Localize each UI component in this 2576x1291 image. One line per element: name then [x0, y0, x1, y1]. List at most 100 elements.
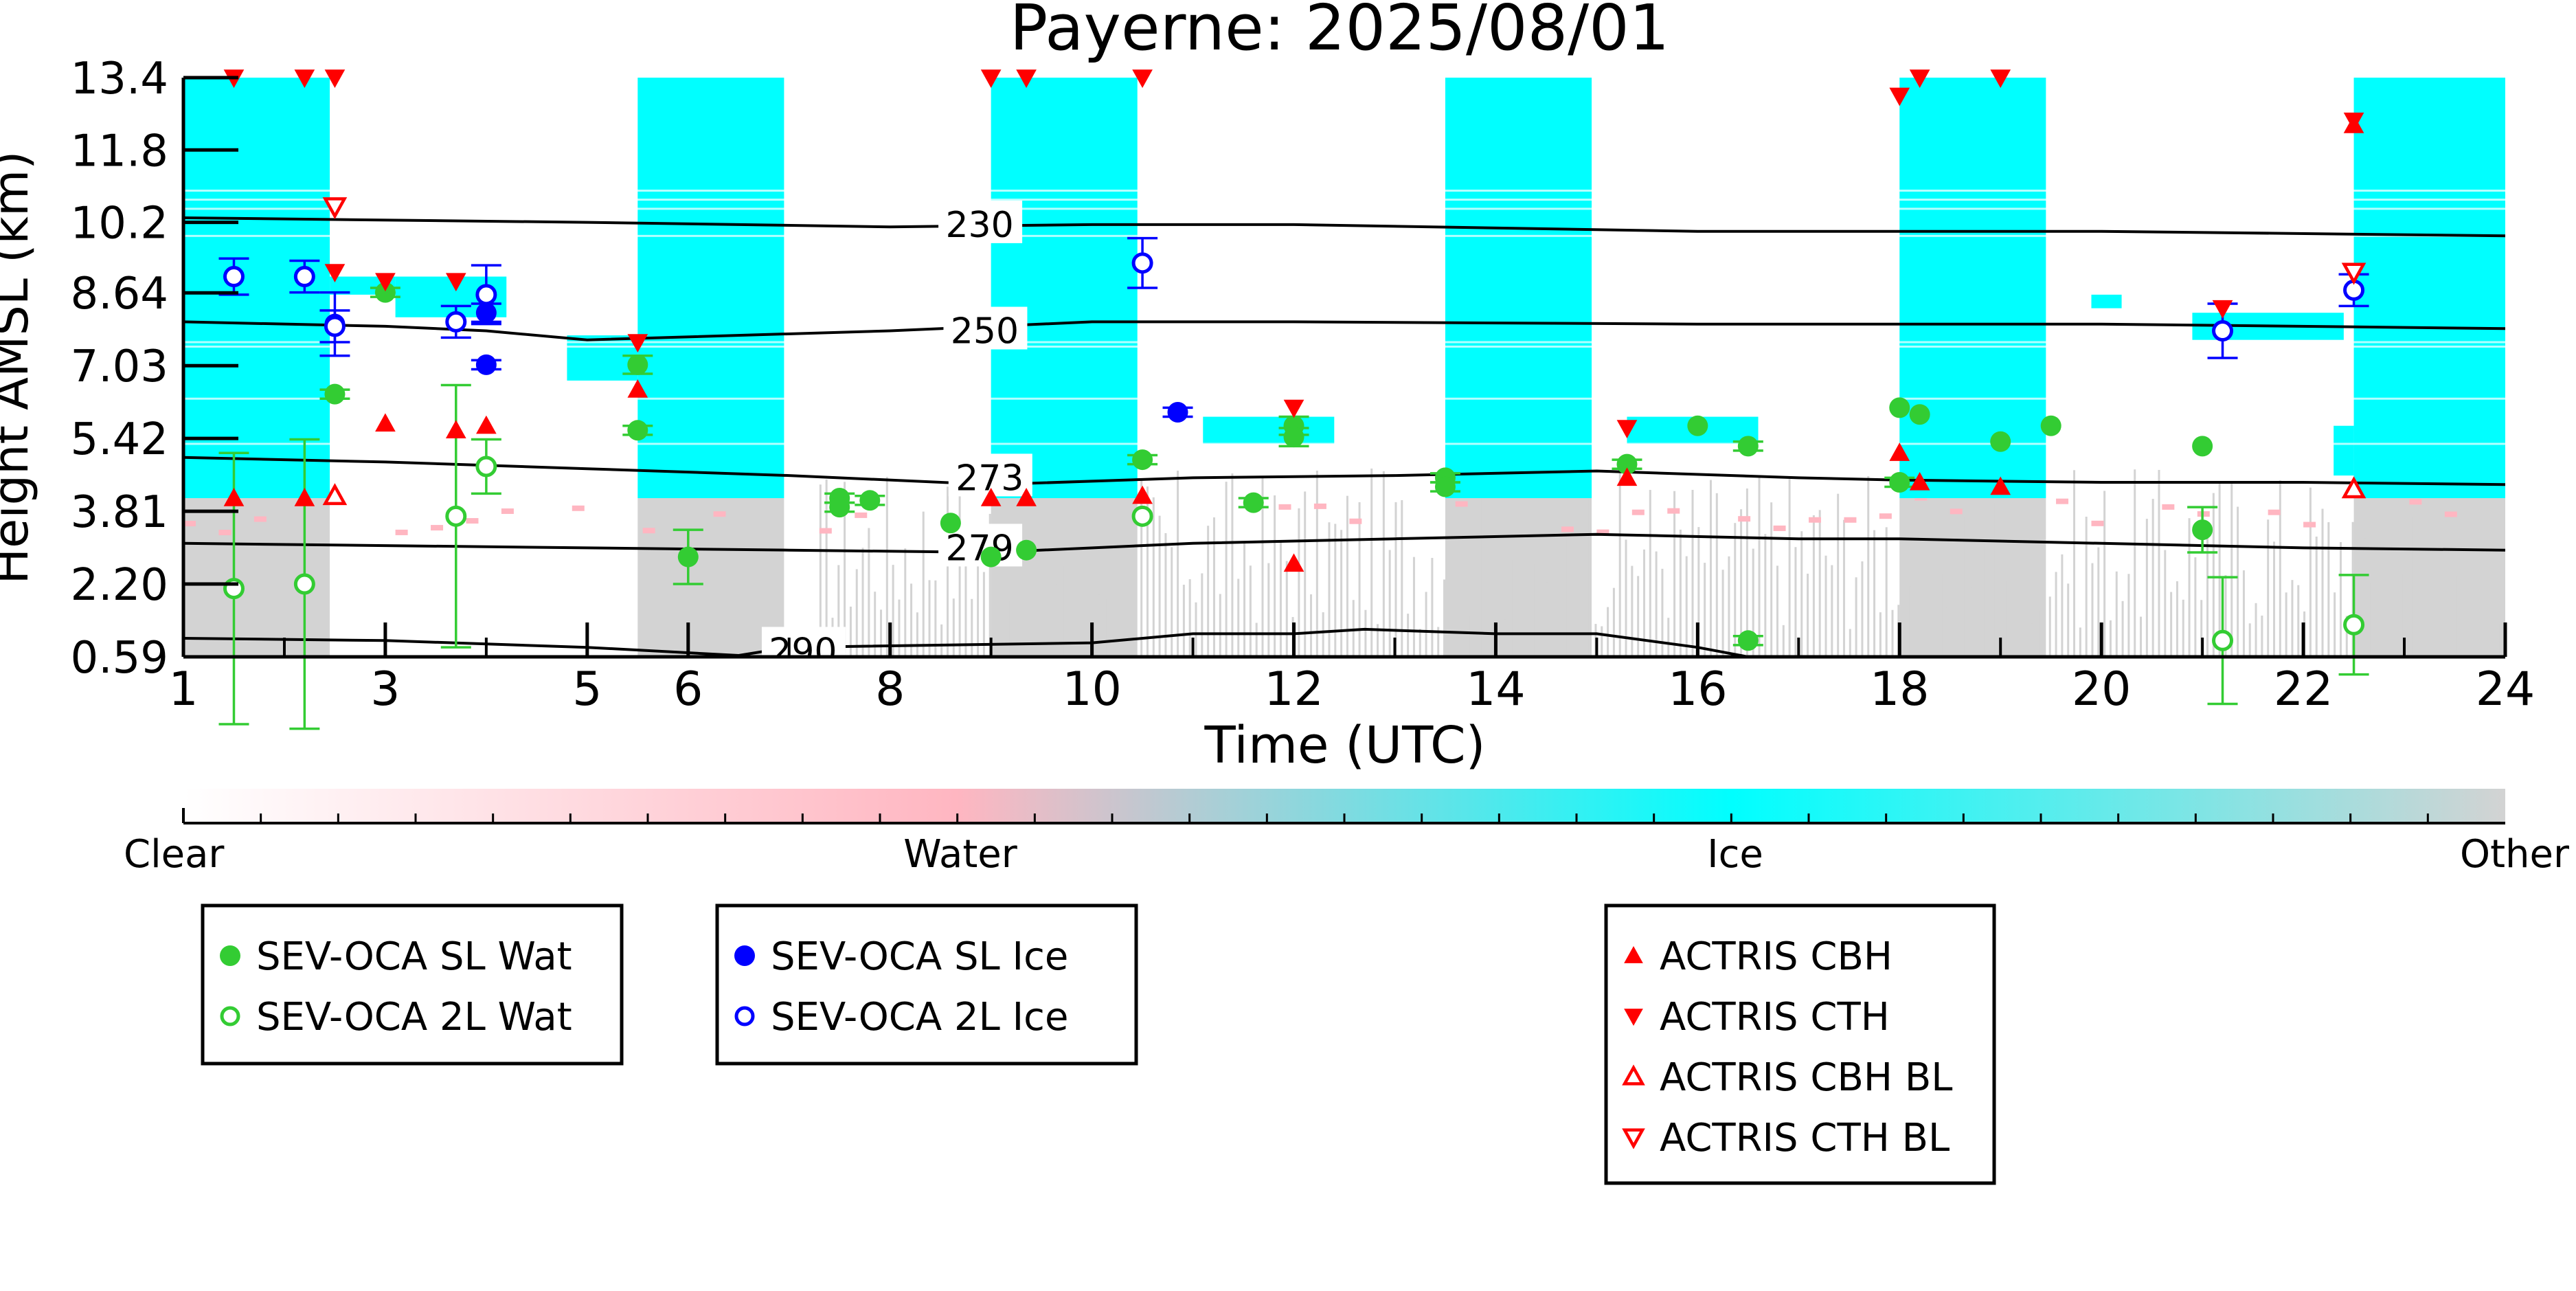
legend-box-3: ACTRIS CBH ACTRIS CTH ACTRIS CBH BL ACTRIS …	[1604, 903, 1996, 1185]
other-phase-strip	[1164, 533, 1167, 657]
other-phase-strip	[1570, 594, 1573, 657]
other-phase-strip	[1346, 495, 1348, 657]
other-phase-strip	[1498, 572, 1500, 657]
x-tick-label: 12	[1264, 662, 1324, 717]
water-phase-patch	[855, 512, 868, 518]
other-phase-strip	[1540, 517, 1543, 657]
data-point	[1167, 401, 1188, 423]
other-phase-strip	[1037, 526, 1040, 657]
y-tick-label: 3.81	[71, 487, 169, 538]
other-phase-strip	[1352, 600, 1355, 657]
other-phase-strip	[1328, 522, 1331, 657]
other-phase-strip	[2055, 572, 2057, 657]
data-point	[476, 415, 497, 434]
other-phase-strip	[1340, 530, 1343, 657]
other-phase-strip	[1770, 502, 1773, 657]
other-phase-strip	[2339, 542, 2342, 657]
other-phase-strip	[2291, 580, 2294, 657]
other-phase-strip	[1249, 565, 1252, 657]
y-tick-label: 7.03	[71, 341, 169, 392]
other-phase-strip	[2454, 576, 2457, 657]
other-phase-strip	[2176, 581, 2178, 657]
other-phase-strip	[1528, 514, 1530, 657]
other-phase-region	[637, 498, 784, 657]
other-phase-strip	[1370, 468, 1373, 657]
data-point	[940, 513, 961, 534]
water-phase-patch	[2409, 499, 2422, 505]
water-phase-patch	[183, 521, 196, 527]
other-phase-strip	[1601, 626, 1603, 657]
other-phase-strip	[2007, 581, 2009, 657]
other-phase-strip	[2478, 564, 2481, 657]
other-phase-strip	[1625, 539, 1627, 657]
other-phase-strip	[1546, 582, 1548, 657]
other-phase-strip	[1267, 563, 1270, 657]
data-point	[322, 197, 348, 220]
other-phase-region	[1445, 498, 1592, 657]
data-point	[324, 383, 346, 405]
x-tick-label: 22	[2274, 662, 2334, 717]
other-phase-strip	[1382, 471, 1385, 657]
legend: SEV-OCA SL Wat SEV-OCA 2L Wat SEV-OCA SL I…	[201, 903, 1996, 1185]
other-phase-strip	[1552, 486, 1555, 657]
axes: 1 3 5 6 8 10 12 14 16 18 20 22 24 0.59 2.20 3.81 5.42 7.0…	[71, 54, 2535, 717]
data-point	[2212, 629, 2234, 651]
data-point	[980, 546, 1002, 568]
other-phase-strip	[2382, 546, 2384, 657]
ice-phase-region	[637, 78, 784, 499]
other-phase-strip	[1607, 607, 1609, 657]
water-phase-patch	[1631, 509, 1645, 515]
series-actris-cbh-bl	[322, 476, 2366, 506]
series-sev-oca-2l-ice	[218, 236, 2369, 359]
other-phase-strip	[2285, 592, 2287, 657]
ice-phase-region	[2334, 425, 2354, 476]
isotherm-label-bg	[761, 627, 846, 657]
x-tick-label: 16	[1668, 662, 1728, 717]
other-phase-strip	[2067, 583, 2070, 657]
other-phase-strip	[1994, 502, 1997, 657]
other-phase-strip	[1818, 510, 1821, 657]
x-tick-label: 14	[1466, 662, 1526, 717]
other-phase-strip	[2218, 483, 2221, 657]
data-point	[1889, 471, 1910, 493]
other-phase-strip	[1564, 533, 1567, 657]
ice-phase-region	[2353, 78, 2505, 499]
other-phase-strip	[904, 548, 907, 657]
y-tick-label: 5.42	[71, 414, 169, 465]
data-point	[980, 487, 1002, 506]
legend-label: ACTRIS CBH BL	[1660, 1055, 1952, 1100]
water-phase-patch	[2162, 504, 2175, 510]
isotherm-label: 250	[951, 311, 1019, 352]
data-point	[2212, 300, 2233, 319]
x-tick-label: 1	[168, 662, 198, 717]
other-phase-strip	[2273, 541, 2275, 657]
legend-frame	[715, 903, 1138, 1066]
water-phase-patch	[1773, 525, 1786, 531]
other-phase-strip	[1019, 622, 1021, 657]
water-phase-patch	[253, 516, 267, 522]
other-phase-strip	[1455, 589, 1458, 657]
other-phase-strip	[1140, 480, 1143, 657]
other-phase-strip	[1849, 629, 1851, 657]
other-phase-strip	[819, 484, 822, 657]
data-point	[1283, 399, 1304, 418]
other-phase-strip	[2140, 616, 2143, 657]
other-phase-strip	[844, 482, 846, 657]
data-point	[677, 546, 699, 568]
other-phase-strip	[1510, 559, 1513, 657]
data-point	[322, 483, 348, 506]
other-phase-strip	[2194, 557, 2197, 657]
other-phase-strip	[1116, 616, 1118, 657]
data-point	[1737, 436, 1759, 457]
data-point	[1016, 487, 1037, 506]
x-tick-label: 20	[2072, 662, 2132, 717]
water-phase-patch	[2303, 521, 2316, 528]
y-tick-label: 2.20	[71, 560, 169, 611]
other-phase-strip	[1055, 584, 1058, 657]
other-phase-strip	[2018, 491, 2021, 657]
data-point	[980, 69, 1002, 89]
other-phase-strip	[1334, 524, 1337, 657]
other-phase-strip	[1752, 548, 1754, 657]
water-phase-patch	[501, 508, 514, 515]
other-phase-strip	[1631, 565, 1634, 657]
